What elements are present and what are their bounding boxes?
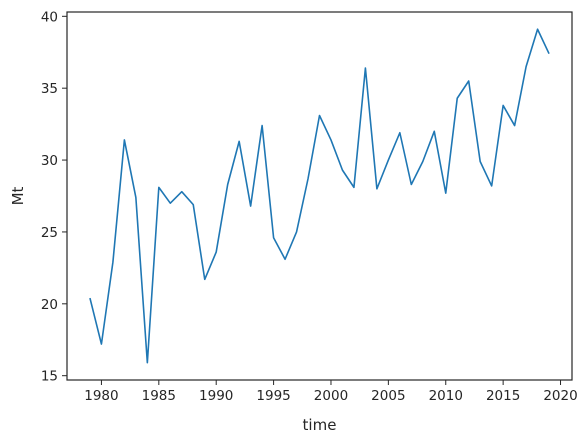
- x-axis-label: time: [303, 416, 337, 434]
- y-axis-ticks: 15 20 25 30 35 40: [41, 9, 67, 385]
- x-tick-label: 1980: [84, 388, 118, 404]
- x-tick-label: 2000: [314, 388, 348, 404]
- x-tick-label: 2005: [371, 388, 405, 404]
- y-tick-label: 35: [41, 81, 58, 97]
- y-axis-label: Mt: [9, 186, 27, 205]
- series-line: [89, 28, 550, 364]
- x-tick-label: 2015: [486, 388, 520, 404]
- y-tick-label: 15: [41, 369, 58, 385]
- x-tick-label: 1985: [142, 388, 176, 404]
- x-tick-label: 2020: [543, 388, 577, 404]
- plot-frame: [66, 11, 573, 381]
- y-tick-label: 20: [41, 297, 58, 313]
- y-tick-label: 25: [41, 225, 58, 241]
- y-tick-label: 30: [41, 153, 58, 169]
- x-tick-label: 2010: [429, 388, 463, 404]
- x-tick-label: 1990: [199, 388, 233, 404]
- x-tick-label: 1995: [256, 388, 290, 404]
- y-tick-label: 40: [41, 9, 58, 25]
- x-axis-ticks: 1980 1985 1990 1995 2000 2005 2010 2015 2020: [84, 380, 578, 404]
